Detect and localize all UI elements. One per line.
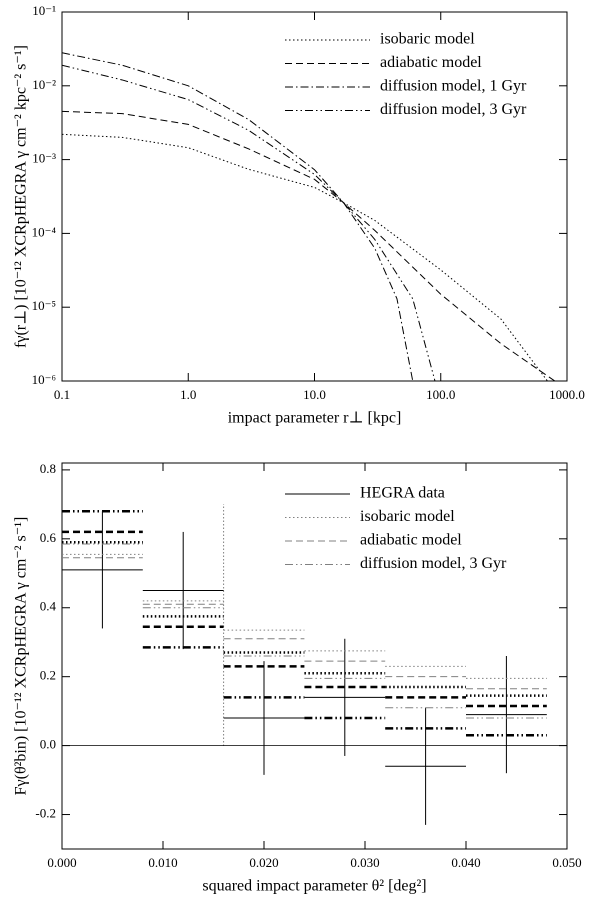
plot-frame — [61, 462, 568, 850]
x-axis-label: impact parameter r⊥ [kpc] — [228, 410, 402, 427]
y-tick-label: -0.2 — [35, 806, 56, 821]
x-tick-label: 0.050 — [552, 855, 581, 870]
y-tick-label: 10⁻² — [32, 77, 56, 92]
y-tick-label: 0.6 — [40, 530, 57, 545]
x-tick-label: 0.040 — [451, 855, 480, 870]
y-tick-label: 0.8 — [40, 461, 56, 476]
x-tick-label: 0.010 — [148, 855, 177, 870]
legend-text: diffusion model, 1 Gyr — [380, 78, 527, 95]
legend-text: adiabatic model — [360, 532, 462, 549]
y-tick-label: 10⁻⁴ — [32, 224, 57, 239]
x-tick-label: 0.030 — [350, 855, 379, 870]
model-curve — [62, 52, 414, 381]
legend-text: diffusion model, 3 Gyr — [360, 555, 507, 572]
x-tick-label: 0.020 — [249, 855, 278, 870]
legend-text: HEGRA data — [360, 485, 445, 502]
plot-area — [62, 510, 547, 825]
y-axis-label: Fγ(θ²bin) [10⁻¹² XCRpHEGRA γ cm⁻² s⁻¹] — [13, 517, 30, 796]
y-tick-label: 10⁻⁶ — [32, 372, 56, 387]
legend-text: isobaric model — [380, 31, 475, 48]
y-axis-label: fγ(r⊥) [10⁻¹² XCRpHEGRA γ cm⁻² kpc⁻² s⁻¹… — [13, 45, 30, 348]
legend-text: adiabatic model — [380, 54, 482, 71]
y-tick-label: 10⁻³ — [32, 151, 56, 166]
x-tick-label: 100.0 — [426, 387, 455, 402]
model-curve — [62, 133, 548, 381]
y-tick-label: 0.0 — [40, 737, 56, 752]
y-tick-label: 10⁻⁵ — [32, 298, 56, 313]
x-tick-label: 10.0 — [303, 387, 326, 402]
x-axis-label: squared impact parameter θ² [deg²] — [202, 878, 426, 895]
legend-text: diffusion model, 3 Gyr — [380, 101, 527, 118]
y-tick-label: 10⁻¹ — [32, 3, 56, 18]
plot-area — [62, 52, 556, 381]
y-tick-label: 0.2 — [40, 668, 56, 683]
x-tick-label: 1.0 — [180, 387, 196, 402]
plot-frame — [61, 11, 568, 382]
x-tick-label: 0.1 — [54, 387, 70, 402]
x-tick-label: 0.000 — [47, 855, 76, 870]
model-curve — [62, 110, 556, 381]
legend-text: isobaric model — [360, 508, 455, 525]
model-curve — [62, 64, 436, 381]
x-tick-label: 1000.0 — [549, 387, 585, 402]
y-tick-label: 0.4 — [40, 599, 57, 614]
